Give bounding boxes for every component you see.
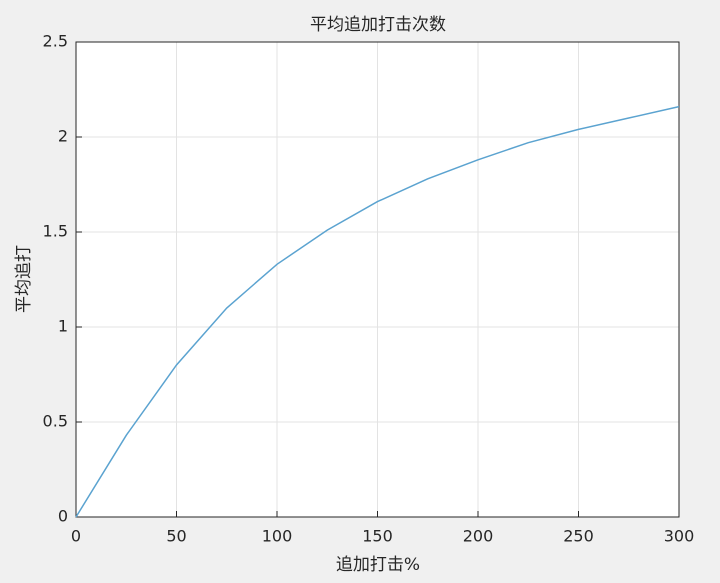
x-tick-label: 200 [463,527,494,546]
y-axis-label: 平均追打 [14,245,34,313]
y-tick-label: 2.5 [43,32,68,51]
y-tick-label: 1 [58,317,68,336]
x-axis-label: 追加打击% [336,555,420,575]
y-tick-label: 0.5 [43,412,68,431]
axes-box [75,41,680,518]
x-tick-label: 150 [362,527,393,546]
chart-title: 平均追加打击次数 [310,15,446,35]
x-tick-label: 100 [262,527,293,546]
y-tick-label: 1.5 [43,222,68,241]
y-tick-label: 2 [58,127,68,146]
series-line [75,105,680,518]
x-tick-label: 250 [563,527,594,546]
x-tick-label: 300 [664,527,695,546]
x-tick-label: 0 [71,527,81,546]
x-tick-label: 50 [166,527,186,546]
y-tick-label: 0 [58,507,68,526]
